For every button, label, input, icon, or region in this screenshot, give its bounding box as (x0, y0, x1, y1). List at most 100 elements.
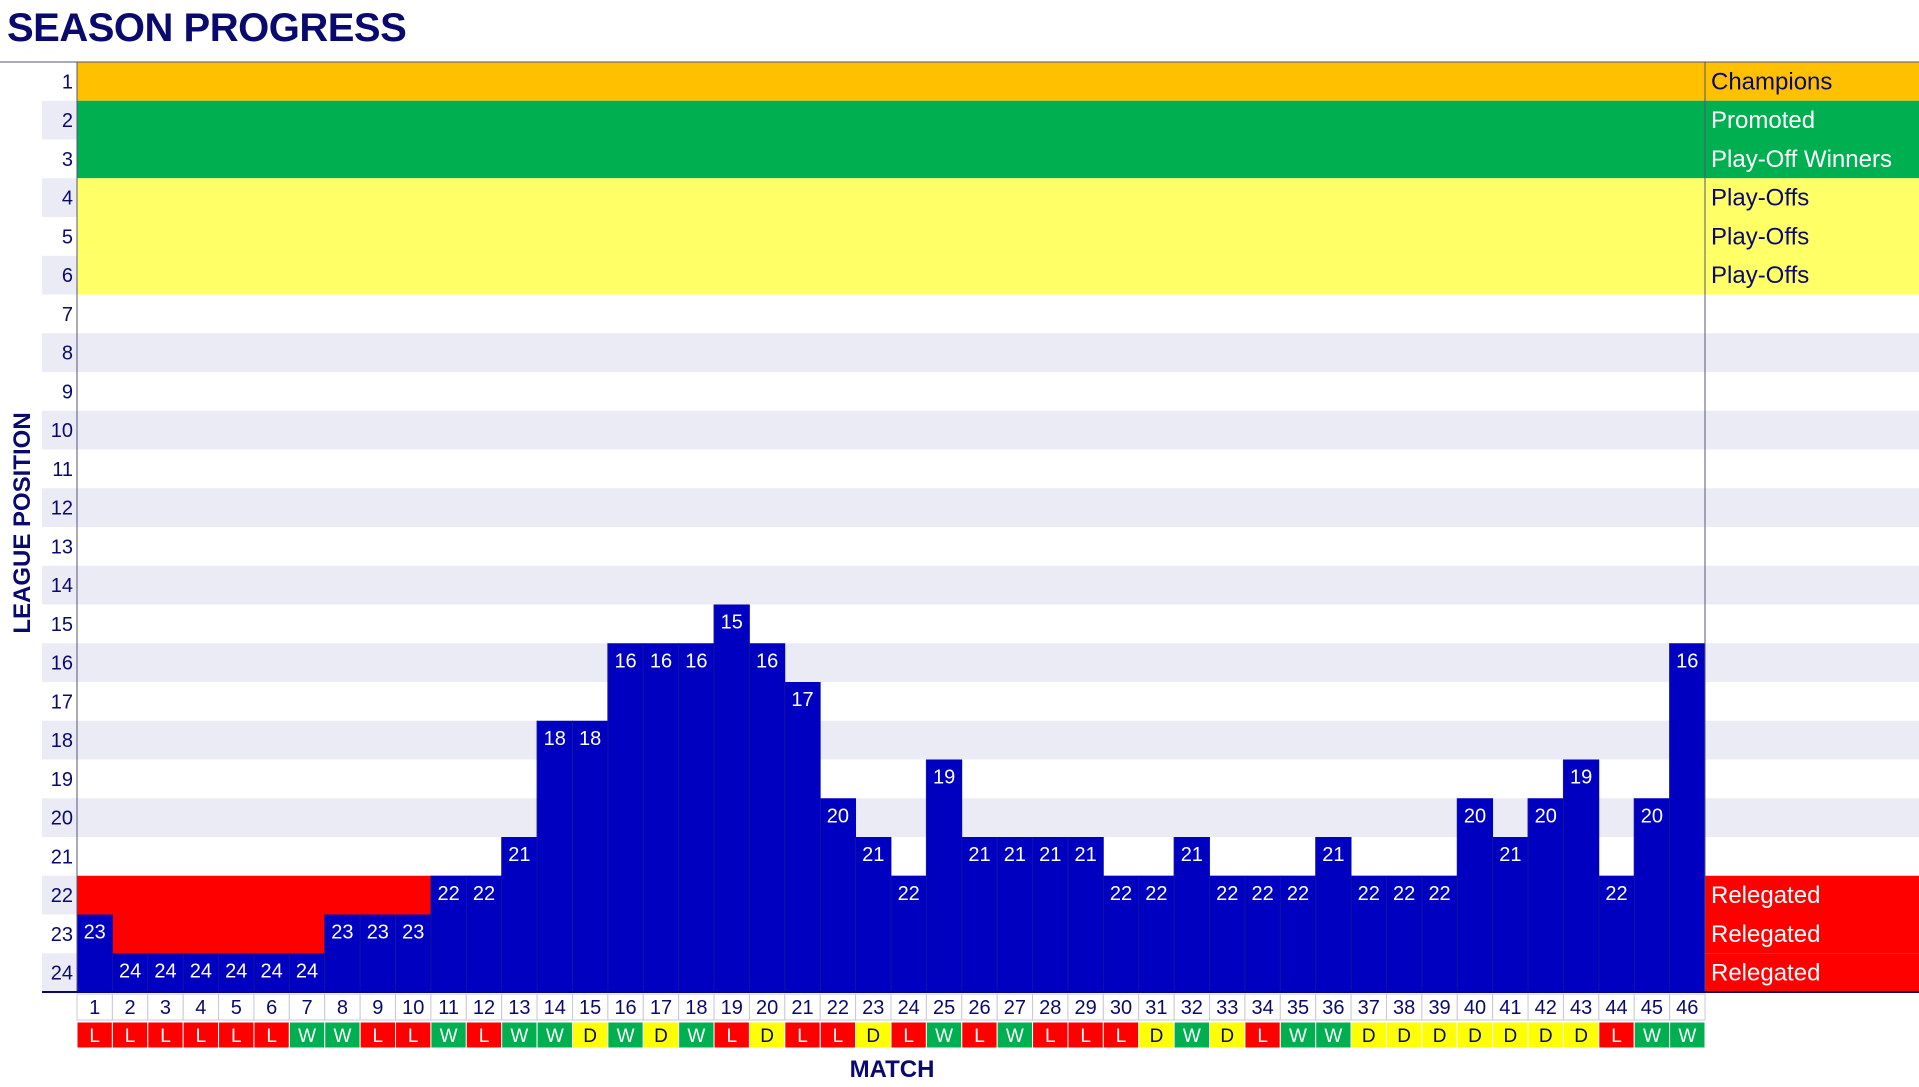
bar-value-label: 24 (154, 960, 176, 982)
match-number-cell (1279, 993, 1317, 1021)
bar-value-label: 22 (1251, 883, 1273, 905)
x-tick-label: 26 (968, 997, 990, 1019)
result-cell-21 (784, 1021, 821, 1049)
result-cell-11 (430, 1021, 467, 1049)
bar-match-8 (324, 914, 361, 992)
result-cell-36 (1315, 1021, 1352, 1049)
bar-match-31 (1138, 875, 1175, 992)
bar-match-24 (891, 875, 927, 992)
result-label: L (1257, 1026, 1268, 1047)
y-tick-label: 13 (51, 536, 73, 558)
x-tick-label: 18 (685, 997, 707, 1019)
bar-match-2 (112, 953, 149, 992)
y-tick-label: 15 (51, 614, 73, 636)
result-cell-26 (961, 1021, 998, 1049)
result-label: L (231, 1026, 242, 1047)
result-cell-30 (1102, 1021, 1140, 1049)
y-tick-cell (42, 798, 77, 837)
result-cell-43 (1562, 1021, 1600, 1049)
bar-value-label: 22 (437, 883, 459, 905)
match-number-cell (288, 993, 326, 1021)
row-band (77, 410, 1919, 450)
row-band (77, 759, 1919, 799)
row-band (77, 294, 1919, 334)
bar-match-20 (749, 643, 786, 992)
result-label: D (1433, 1026, 1447, 1047)
x-tick-label: 45 (1641, 997, 1663, 1019)
match-number-cell (1492, 993, 1529, 1021)
bar-match-30 (1103, 875, 1140, 992)
bar-value-label: 16 (650, 650, 672, 672)
match-number-cell (571, 993, 609, 1021)
zone-label: Play-Offs (1711, 223, 1809, 250)
row-band (77, 372, 1919, 411)
x-tick-label: 2 (125, 997, 136, 1019)
row-band (77, 604, 1919, 644)
y-tick-cell (42, 410, 77, 450)
result-label: D (654, 1026, 668, 1047)
bar-value-label: 21 (508, 844, 530, 866)
x-tick-label: 3 (160, 997, 171, 1019)
x-tick-label: 41 (1499, 997, 1521, 1019)
bar-value-label: 16 (614, 650, 636, 672)
x-axis-label: MATCH (850, 1056, 935, 1083)
x-tick-label: 39 (1428, 997, 1450, 1019)
result-cell-40 (1456, 1021, 1494, 1049)
result-label: L (833, 1026, 844, 1047)
row-band (77, 798, 1919, 837)
result-cell-41 (1492, 1021, 1529, 1049)
match-number-row: 1 2 3 4 5 6 7 8 9 10 11 12 13 14 15 16 17 18 19 20 21 22 23 24 2… (76, 993, 1706, 1021)
row-band (77, 449, 1919, 489)
y-tick-label: 20 (51, 808, 73, 830)
zone-label: Relegated (1711, 921, 1820, 948)
result-label: W (1678, 1026, 1696, 1047)
x-tick-label: 36 (1322, 997, 1344, 1019)
result-cell-39 (1421, 1021, 1458, 1049)
y-tick-cell (42, 914, 77, 954)
bar-value-label: 22 (1358, 883, 1380, 905)
bar-match-28 (1032, 837, 1069, 992)
y-tick-label: 17 (51, 691, 73, 713)
x-tick-label: 44 (1605, 997, 1627, 1019)
bar-match-21 (784, 682, 821, 992)
result-label: W (298, 1026, 316, 1047)
x-tick-label: 30 (1110, 997, 1132, 1019)
result-label: W (617, 1026, 635, 1047)
x-tick-label: 10 (402, 997, 424, 1019)
bar-value-label: 24 (225, 960, 247, 982)
result-label: L (373, 1026, 384, 1047)
bar-value-label: 15 (721, 612, 743, 634)
result-cell-15 (571, 1021, 609, 1049)
bar-match-46 (1669, 643, 1706, 992)
bar-match-10 (395, 914, 432, 992)
bar-value-label: 24 (190, 960, 212, 982)
bar-value-label: 21 (1322, 844, 1344, 866)
y-tick-label: 9 (62, 381, 73, 403)
zone-label: Promoted (1711, 107, 1815, 134)
x-tick-label: 21 (791, 997, 813, 1019)
result-cell-5 (218, 1021, 255, 1049)
bar-match-23 (855, 837, 892, 992)
bar-match-12 (466, 875, 503, 992)
zone-labels: Champions Promoted Play-Off Winners Play-Of… (1711, 68, 1892, 986)
match-number-cell (748, 993, 786, 1021)
y-tick-label: 19 (51, 769, 73, 791)
bar-match-43 (1563, 759, 1600, 992)
result-label: W (1643, 1026, 1661, 1047)
bar-value-label: 18 (579, 728, 601, 750)
bar-match-22 (820, 798, 857, 992)
bar-value-label: 20 (1641, 805, 1663, 827)
bar-value-label: 22 (898, 883, 920, 905)
bar-match-3 (147, 953, 184, 992)
bar-value-label: 16 (685, 650, 707, 672)
match-number-cell (1633, 993, 1671, 1021)
result-label: D (760, 1026, 774, 1047)
x-tick-label: 38 (1393, 997, 1415, 1019)
bar-value-label: 22 (1428, 883, 1450, 905)
bar-match-19 (714, 604, 750, 992)
bar-match-11 (430, 875, 467, 992)
y-tick-label: 24 (51, 963, 73, 985)
result-label: D (583, 1026, 597, 1047)
match-number-cell (1102, 993, 1140, 1021)
bar-match-16 (607, 643, 644, 992)
